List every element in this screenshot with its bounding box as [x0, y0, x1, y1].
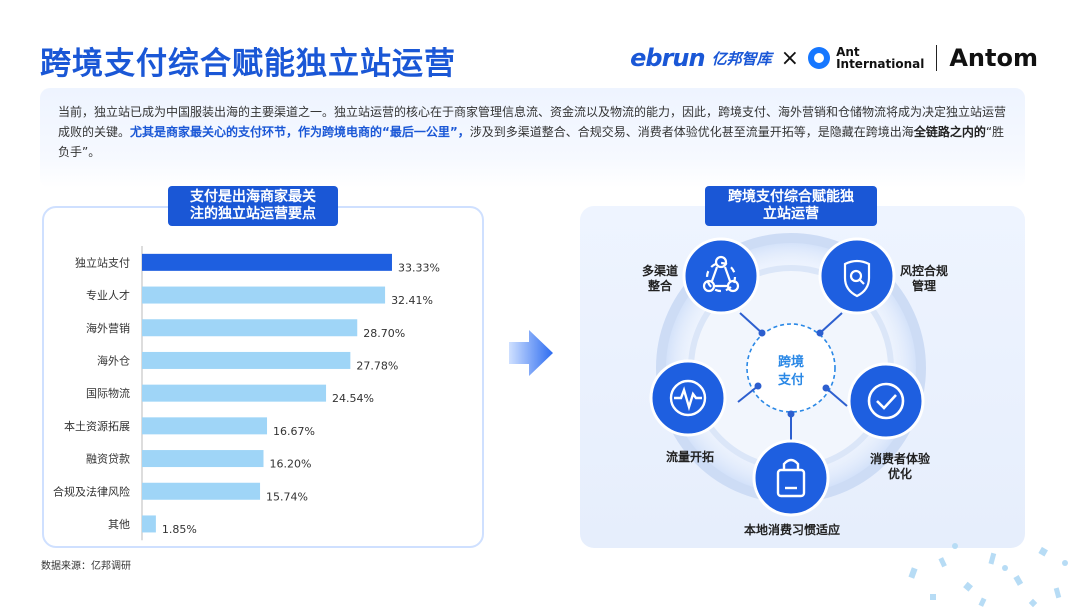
- intro-paragraph: 当前，独立站已成为中国服装出海的主要渠道之一。独立站运营的核心在于商家管理信息流…: [40, 88, 1025, 188]
- value-label: 32.41%: [391, 294, 433, 307]
- node-consumer-experience: [847, 362, 925, 440]
- bar: [142, 286, 386, 304]
- ant-international-logo-text: Ant International: [836, 45, 925, 71]
- category-label: 本土资源拓展: [64, 419, 130, 433]
- value-label: 1.85%: [162, 523, 197, 536]
- node-label-risk-compliance: 风控合规 管理: [899, 264, 948, 293]
- node-label-consumer-experience: 消费者体验 优化: [869, 452, 930, 481]
- category-label: 海外营销: [86, 321, 130, 335]
- node-multi-channel: [682, 237, 760, 315]
- category-label: 海外仓: [97, 353, 130, 367]
- connectors: [737, 312, 848, 440]
- bar: [142, 384, 327, 402]
- ebrun-logo: ebrun: [630, 44, 705, 72]
- bar-chart: 独立站支付 33.33% 专业人才 32.41% 海外营销 28.70% 海外仓 27.78%…: [53, 246, 440, 541]
- value-label: 16.67%: [273, 425, 315, 438]
- antom-logo: Antom: [949, 44, 1038, 72]
- chart-title-tag: 支付是出海商家最关 注的独立站运营要点: [168, 186, 338, 226]
- bar: [142, 515, 156, 533]
- value-label: 15.74%: [266, 490, 308, 503]
- shield-search-icon: [843, 259, 871, 298]
- data-source-note: 数据来源：亿邦调研: [41, 561, 131, 572]
- category-label: 国际物流: [86, 386, 130, 400]
- bar: [142, 450, 264, 468]
- category-label: 合规及法律风险: [53, 484, 130, 498]
- page-title: 跨境支付综合赋能独立站运营: [40, 46, 456, 82]
- center-label-line2: 支付: [777, 372, 804, 388]
- category-label: 融资贷款: [86, 452, 130, 466]
- value-label: 16.20%: [270, 458, 312, 471]
- node-label-localization: 本地消费习惯适应: [743, 523, 840, 537]
- decorative-confetti: [908, 543, 1068, 608]
- partner-logos: ebrun 亿邦智库 × Ant International Antom: [630, 40, 1038, 76]
- bar: [142, 482, 261, 500]
- bar: [142, 417, 268, 435]
- ant-international-logo-icon: [808, 47, 831, 69]
- value-label: 33.33%: [398, 261, 440, 274]
- node-label-multi-channel: 多渠道 整合: [641, 264, 678, 293]
- bar: [142, 253, 392, 271]
- value-label: 24.54%: [332, 392, 374, 405]
- center-label-line1: 跨境: [778, 354, 804, 370]
- intro-highlight: 尤其是商家最关心的支付环节，作为跨境电商的“最后一公里”，: [130, 125, 470, 139]
- hub-icon: [702, 255, 740, 293]
- bar: [142, 319, 358, 337]
- node-traffic: [649, 359, 727, 437]
- value-label: 27.78%: [356, 359, 398, 372]
- bar: [142, 351, 351, 369]
- check-circle-icon: [867, 382, 905, 420]
- node-label-traffic: 流量开拓: [665, 450, 714, 464]
- shopping-bag-icon: [776, 458, 806, 498]
- diagram-title-tag: 跨境支付综合赋能独 立站运营: [705, 186, 877, 226]
- value-label: 28.70%: [363, 327, 405, 340]
- ebrun-zhiku-logo: 亿邦智库: [711, 49, 772, 68]
- payment-diagram: 跨境 支付: [649, 233, 926, 517]
- center-circle: [746, 323, 836, 413]
- cross-mark: ×: [780, 45, 800, 71]
- category-label: 独立站支付: [75, 255, 130, 269]
- logo-divider: [936, 45, 938, 71]
- category-label: 其他: [108, 518, 130, 531]
- pulse-icon: [669, 379, 707, 417]
- node-localization: [752, 439, 830, 517]
- category-label: 专业人才: [86, 288, 130, 302]
- node-risk-compliance: [818, 237, 896, 315]
- right-arrow-icon: [509, 330, 553, 376]
